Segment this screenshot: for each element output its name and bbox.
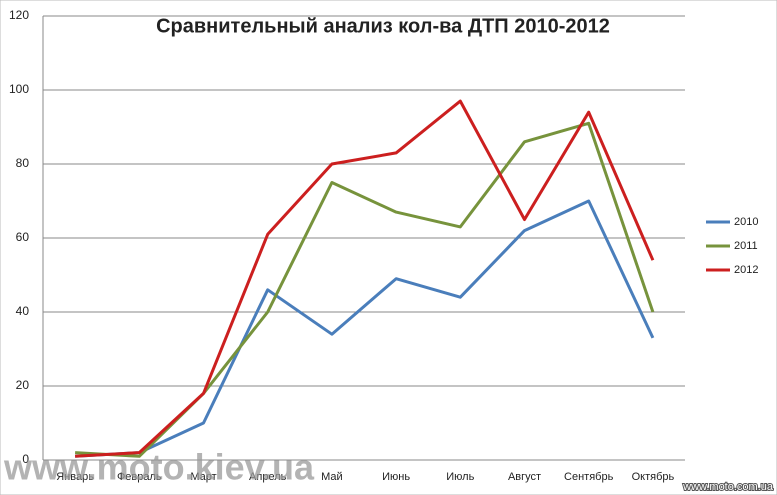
legend-label: 2010 (734, 216, 758, 228)
x-tick-label: Февраль (117, 471, 162, 483)
legend-label: 2012 (734, 264, 758, 276)
x-tick-label: Март (190, 471, 216, 483)
y-tick-label: 40 (16, 304, 30, 318)
x-tick-label: Июль (446, 471, 474, 483)
y-tick-label: 60 (16, 230, 30, 244)
y-tick-label: 100 (9, 82, 29, 96)
x-tick-label: Сентябрь (564, 471, 614, 483)
y-tick-label: 120 (9, 8, 29, 22)
chart-title: Сравнительный анализ кол-ва ДТП 2010-201… (156, 15, 610, 37)
x-tick-label: Август (508, 471, 541, 483)
x-tick-label: Апрель (249, 471, 287, 483)
series-line (75, 199, 655, 458)
x-tick-label: Январь (56, 471, 94, 483)
watermark: www.moto.com.ua (682, 481, 774, 493)
x-tick-label: Июнь (382, 471, 410, 483)
legend-label: 2011 (734, 240, 758, 252)
y-tick-label: 0 (22, 452, 29, 466)
watermark: www.moto.kiev.ua (3, 447, 315, 488)
x-tick-label: Октябрь (632, 471, 675, 483)
series-line (75, 99, 655, 458)
x-tick-label: Май (321, 471, 343, 483)
y-tick-label: 80 (16, 156, 30, 170)
y-tick-label: 20 (16, 378, 30, 392)
